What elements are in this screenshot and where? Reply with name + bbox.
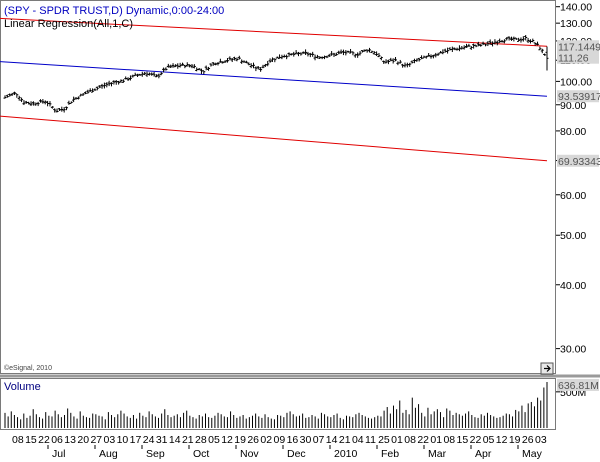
x-day-label: 12 xyxy=(496,434,508,446)
x-month-label: Apr xyxy=(475,448,492,460)
y-tick-label: 60.00 xyxy=(560,190,586,202)
x-month-label: Aug xyxy=(99,448,118,460)
x-day-label: 02 xyxy=(260,434,272,446)
value-marker-label: 111.26 xyxy=(558,53,589,65)
x-month-label: Feb xyxy=(381,448,399,460)
y-tick-label: 40.00 xyxy=(560,280,586,292)
x-month-label: Nov xyxy=(240,448,259,460)
x-month-label: May xyxy=(522,448,543,460)
x-day-label: 24 xyxy=(143,434,155,446)
price-panel-frame xyxy=(0,0,556,374)
x-month-label: Jul xyxy=(52,448,65,460)
regression-line-middle xyxy=(0,61,548,97)
value-marker-box xyxy=(557,154,599,167)
x-day-label: 11 xyxy=(365,434,376,446)
x-day-label: 13 xyxy=(64,434,76,446)
x-day-label: 08 xyxy=(443,434,455,446)
x-month-label: 2010 xyxy=(334,448,358,460)
x-day-label: 25 xyxy=(378,434,390,446)
value-marker-label: 93.53917 xyxy=(558,91,600,103)
x-day-label: 05 xyxy=(208,434,220,446)
x-day-label: 01 xyxy=(430,434,442,446)
x-day-label: 26 xyxy=(247,434,259,446)
x-day-label: 05 xyxy=(483,434,495,446)
x-day-label: 07 xyxy=(313,434,325,446)
volume-marker-box xyxy=(557,378,599,391)
y-tick-label: 30.00 xyxy=(560,344,586,356)
x-month-label: Oct xyxy=(193,448,209,460)
x-day-label: 20 xyxy=(77,434,89,446)
x-day-label: 09 xyxy=(274,434,286,446)
x-day-label: 19 xyxy=(234,434,246,446)
x-day-label: 12 xyxy=(221,434,233,446)
y-tick-label: 100.00 xyxy=(560,76,592,88)
chart-title: (SPY - SPDR TRUST,D) Dynamic,0:00-24:00 xyxy=(4,5,224,17)
esignal-watermark: ©eSignal, 2010 xyxy=(4,364,52,372)
value-marker-label: 69.93343 xyxy=(558,156,600,168)
x-day-label: 04 xyxy=(352,434,364,446)
y-tick-label: 80.00 xyxy=(560,126,586,138)
x-day-label: 15 xyxy=(25,434,37,446)
x-day-label: 22 xyxy=(38,434,50,446)
y-tick-label: 90.00 xyxy=(560,100,586,112)
x-day-label: 21 xyxy=(339,434,351,446)
x-day-label: 03 xyxy=(104,434,116,446)
x-day-label: 17 xyxy=(130,434,142,446)
value-marker-box xyxy=(557,90,599,103)
x-day-label: 28 xyxy=(195,434,207,446)
x-day-label: 14 xyxy=(169,434,181,446)
y-tick-label: 130.00 xyxy=(560,18,592,30)
volume-label: Volume xyxy=(4,381,41,393)
x-day-label: 15 xyxy=(457,434,469,446)
value-marker-box xyxy=(557,51,599,64)
y-tick-label: 50.00 xyxy=(560,230,586,242)
value-marker-label: 117.1449 xyxy=(558,41,600,53)
y-tick-label: 140.00 xyxy=(560,2,592,14)
x-day-label: 30 xyxy=(300,434,312,446)
x-day-label: 03 xyxy=(535,434,547,446)
x-day-label: 31 xyxy=(156,434,168,446)
x-day-label: 19 xyxy=(509,434,521,446)
x-day-label: 06 xyxy=(51,434,63,446)
x-day-label: 08 xyxy=(404,434,416,446)
regression-line-upper xyxy=(0,17,548,47)
x-month-label: Sep xyxy=(146,448,165,460)
x-day-label: 08 xyxy=(12,434,24,446)
regression-line-lower xyxy=(0,115,548,162)
x-day-label: 16 xyxy=(287,434,299,446)
x-month-label: Dec xyxy=(287,448,306,460)
x-day-label: 26 xyxy=(522,434,534,446)
x-day-label: 22 xyxy=(417,434,429,446)
value-marker-box xyxy=(557,40,599,53)
x-day-label: 01 xyxy=(391,434,403,446)
volume-marker-label: 636.81M xyxy=(558,380,599,392)
scroll-right-icon[interactable] xyxy=(540,362,554,375)
study-label: Linear Regression(All,1,C) xyxy=(4,18,133,30)
x-month-label: Mar xyxy=(428,448,447,460)
x-day-label: 14 xyxy=(326,434,338,446)
x-day-label: 27 xyxy=(90,434,102,446)
x-day-label: 21 xyxy=(182,434,194,446)
x-day-label: 22 xyxy=(470,434,482,446)
x-day-label: 10 xyxy=(117,434,129,446)
